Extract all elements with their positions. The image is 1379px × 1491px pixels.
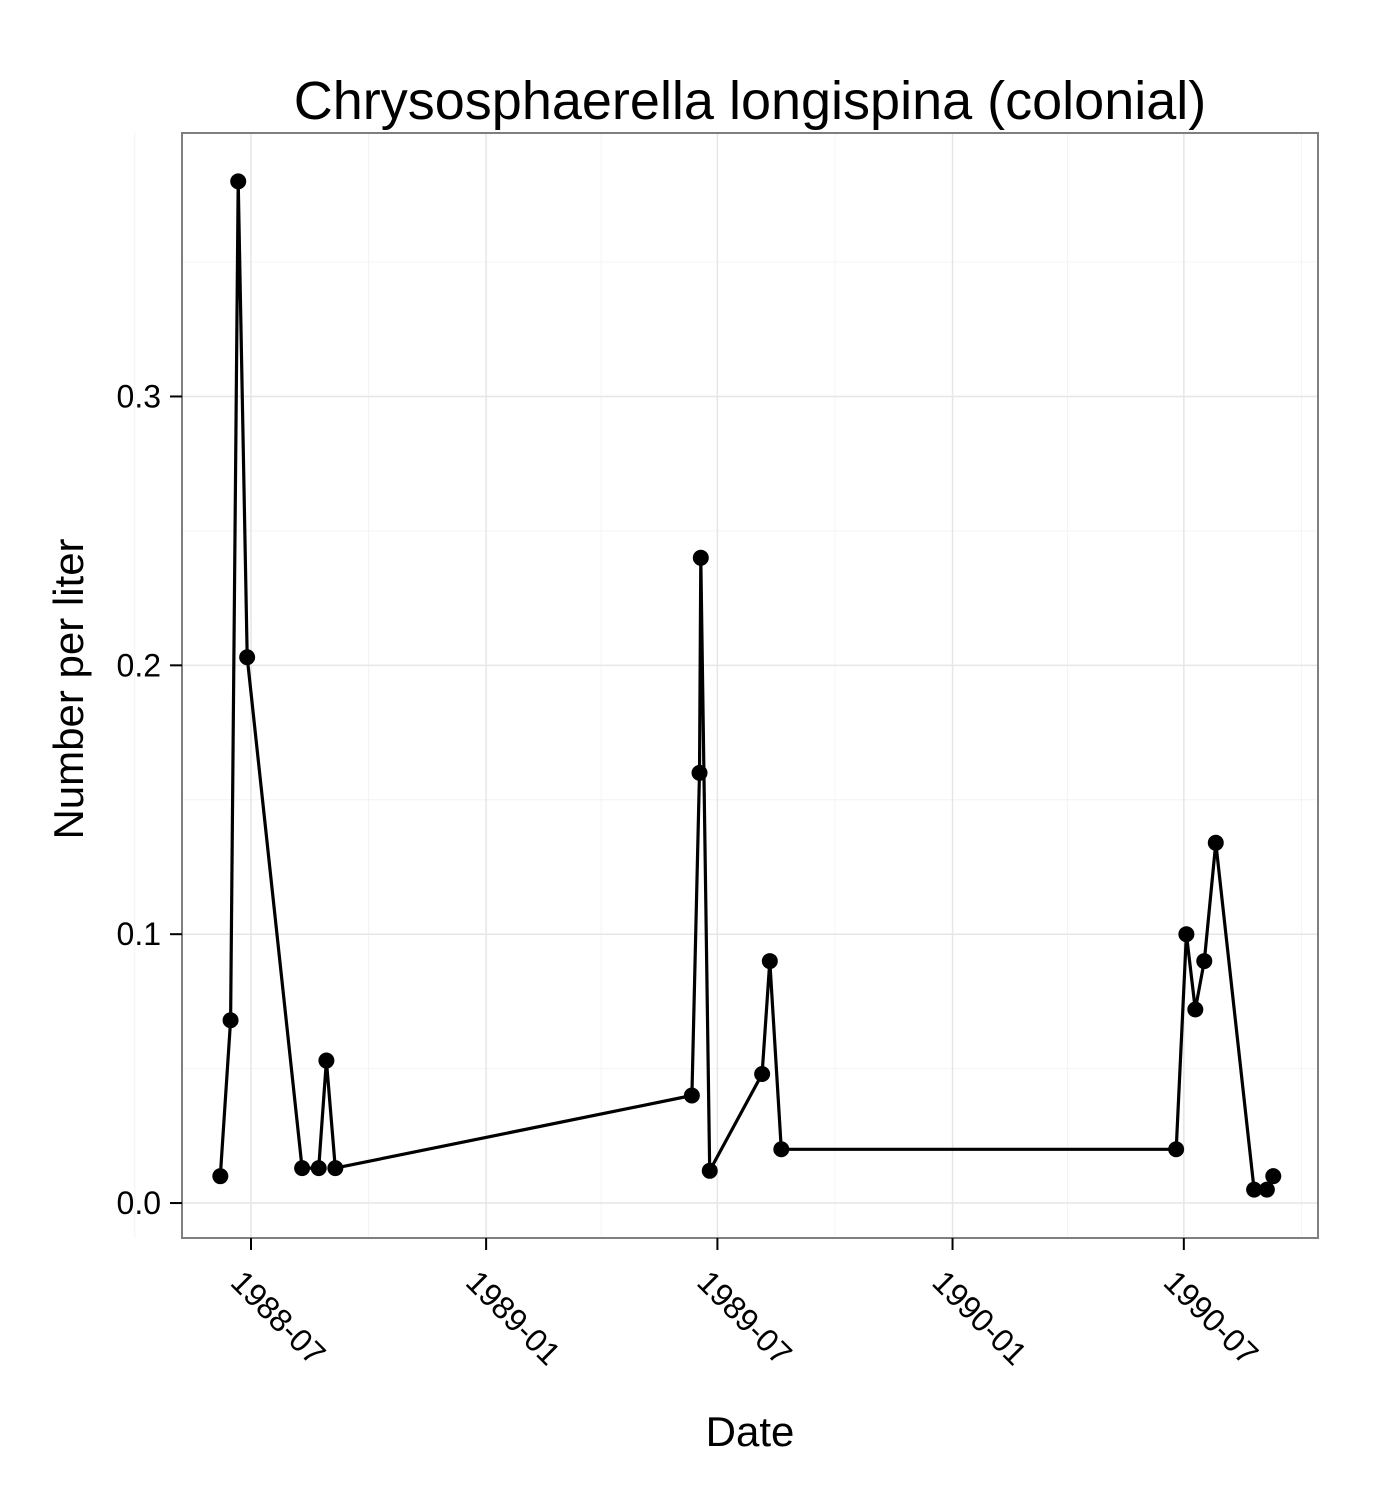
data-point [212,1168,229,1185]
y-tick-label: 0.3 [117,378,161,414]
y-axis: 0.0 0.1 0.2 0.3 [117,378,182,1221]
data-point [1265,1168,1282,1185]
data-point [1187,1001,1204,1018]
data-point [1178,926,1195,943]
data-point [1246,1181,1263,1198]
data-point [692,549,709,566]
data-point [318,1052,335,1069]
data-point [701,1162,718,1179]
data-point [222,1012,239,1029]
data-point [1168,1141,1185,1158]
data-point [754,1065,771,1082]
minor-grid [134,133,1318,1238]
series-layer [212,173,1282,1198]
y-tick-label: 0.1 [117,916,161,952]
data-point [1258,1181,1275,1198]
y-axis-title: Number per liter [45,538,92,839]
data-point [1207,834,1224,851]
data-point [230,173,247,190]
plot-panel-border [181,132,1319,1239]
data-point [773,1141,790,1158]
data-point [327,1160,344,1177]
data-point [310,1160,327,1177]
x-axis-title: Date [706,1408,795,1455]
plot-panel [182,133,1318,1238]
data-point [691,764,708,781]
data-point [239,649,256,666]
y-tick-label: 0.2 [117,647,161,683]
data-point [1196,953,1213,970]
chart-title: Chrysosphaerella longispina (colonial) [294,71,1207,131]
y-tick-label: 0.0 [117,1185,161,1221]
data-point [683,1087,700,1104]
data-point [294,1160,311,1177]
data-point [761,953,778,970]
